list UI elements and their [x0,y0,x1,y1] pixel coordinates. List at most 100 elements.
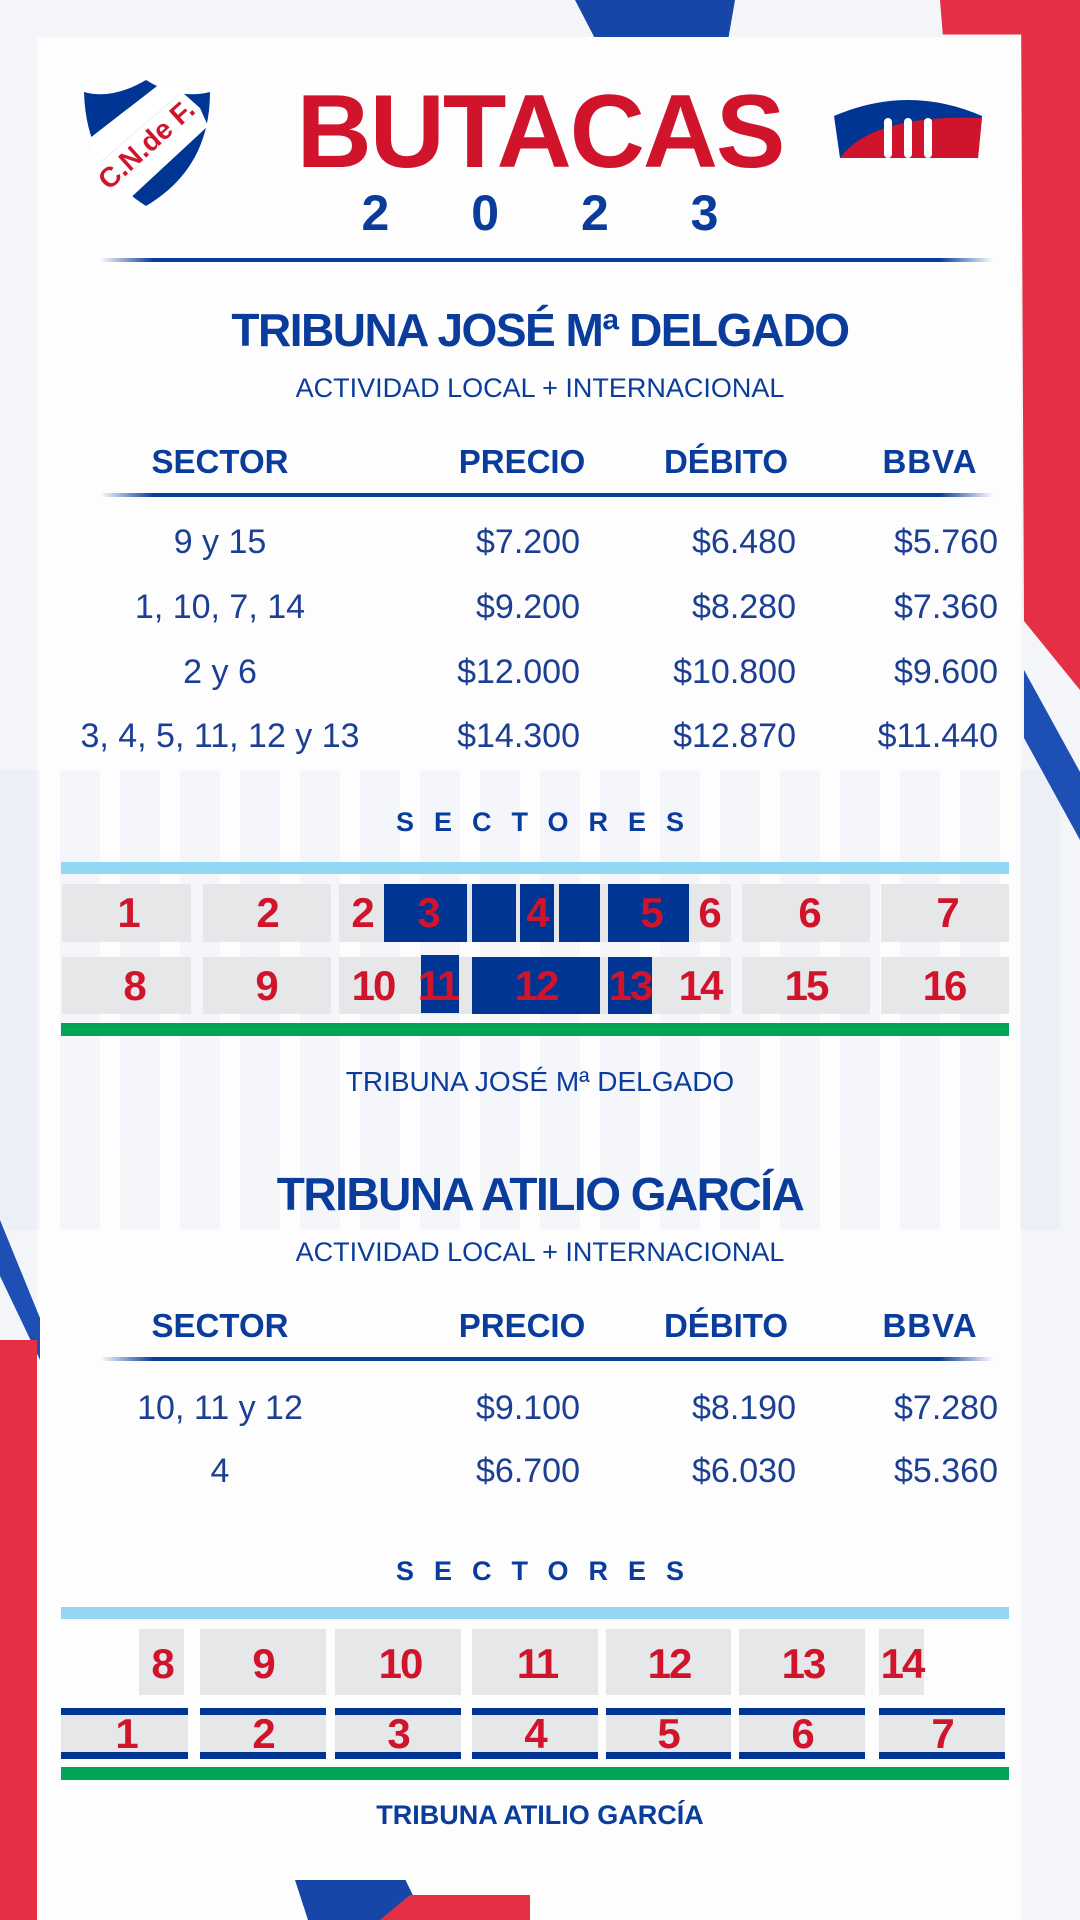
sector-number: 14 [678,962,724,1009]
cell-sector: 2 y 6 [183,653,257,691]
map-caption-garcia: TRIBUNA ATILIO GARCÍA [376,1800,704,1830]
premium-block [608,957,652,1014]
sector-block [335,1708,461,1759]
sector-number: 1 [115,1710,138,1757]
cell-precio: $7.200 [476,523,580,561]
cell-precio: $12.000 [457,653,580,691]
sector-block [62,884,191,942]
divider [100,258,993,262]
sector-number: 5 [640,889,663,936]
cell-debito: $10.800 [673,653,796,691]
sector-number: 9 [252,1640,275,1687]
table-divider [100,493,993,497]
col-header-sector: SECTOR [151,443,289,480]
cell-bbva: $9.600 [894,653,998,691]
page-year: 2 0 2 3 [361,185,753,241]
premium-block [608,884,689,942]
col-header-sector: SECTOR [151,1307,289,1344]
sector-block [472,1629,598,1695]
cell-sector: 10, 11 y 12 [137,1389,303,1427]
section-subtitle-garcia: ACTIVIDAD LOCAL + INTERNACIONAL [295,1237,785,1267]
sector-block [739,1629,865,1695]
sector-block [742,957,870,1014]
cell-debito: $6.030 [692,1452,796,1490]
sector-number: 1 [117,889,140,936]
section-title-delgado: TRIBUNA JOSÉ Mª DELGADO [231,304,850,356]
cell-sector: 1, 10, 7, 14 [134,588,306,626]
cell-sector: 4 [210,1452,230,1490]
sector-block [606,1629,731,1695]
sector-number: 6 [791,1710,814,1757]
cell-debito: $8.190 [692,1389,796,1427]
field-edge-bar [61,1607,1009,1619]
map-caption-delgado: TRIBUNA JOSÉ Mª DELGADO [345,1066,735,1097]
sector-block [200,1629,326,1695]
sector-block [739,1708,865,1759]
sector-number: 7 [936,889,959,936]
decor-blue-stripe [575,0,735,37]
sector-number: 10 [351,962,397,1009]
sector-number: 3 [417,889,440,936]
cell-bbva: $5.360 [894,1452,998,1490]
sector-number: 2 [252,1710,275,1757]
section-subtitle-delgado: ACTIVIDAD LOCAL + INTERNACIONAL [295,373,785,403]
sector-number: 15 [784,962,830,1009]
cell-sector: 9 y 15 [173,523,267,561]
decor-red-stripe-left [0,1340,37,1920]
cell-debito: $12.870 [673,717,796,755]
premium-block [384,884,467,942]
sectors-heading: SECTORES [395,807,705,837]
sector-block [606,1708,731,1759]
sector-block [881,884,1009,942]
cell-bbva: $11.440 [877,717,998,755]
sector-block [742,884,870,942]
sector-block [879,1708,1005,1759]
page-title: BUTACAS [296,74,786,190]
sector-block [879,1629,924,1695]
cell-bbva: $5.760 [894,523,998,561]
field-edge-bar [61,862,1009,874]
sector-block [203,884,331,942]
cell-debito: $6.480 [692,523,796,561]
cell-debito: $8.280 [692,588,796,626]
sector-number: 12 [647,1640,693,1687]
sector-number: 14 [880,1640,926,1687]
cell-bbva: $7.280 [894,1389,998,1427]
sectors-heading: SECTORES [395,1556,705,1586]
sector-block [139,1629,184,1695]
sector-number: 12 [514,962,560,1009]
sector-number: 4 [524,1710,547,1757]
col-header-bbva: BBVA [882,443,978,480]
sector-number: 6 [798,889,821,936]
sector-number: 2 [256,889,279,936]
sector-number: 10 [378,1640,424,1687]
sector-number: 8 [123,962,146,1009]
col-header-debito: DÉBITO [663,1307,789,1344]
col-header-precio: PRECIO [458,1307,586,1344]
cell-precio: $14.300 [457,717,580,755]
sector-number: 5 [657,1710,680,1757]
premium-block [472,884,516,942]
sector-block [472,1708,598,1759]
sector-number: 7 [931,1710,954,1757]
premium-block [559,884,600,942]
table-divider [100,1357,993,1361]
col-header-precio: PRECIO [458,443,586,480]
sector-number: 2 [351,889,374,936]
premium-block [520,884,554,942]
sector-number: 9 [255,962,278,1009]
club-shield-logo: C.N.de F. [84,78,210,206]
sector-block [62,957,191,1014]
sector-block [200,1708,326,1759]
cell-precio: $9.200 [476,588,580,626]
sector-number: 16 [922,962,968,1009]
premium-block [472,957,600,1014]
sector-block [203,957,331,1014]
col-header-bbva: BBVA [882,1307,978,1344]
sector-number: 13 [781,1640,827,1687]
sector-number: 3 [387,1710,410,1757]
sector-number: 13 [608,962,654,1009]
sector-block [881,957,1009,1014]
sector-number: 11 [417,962,460,1009]
sector-number: 4 [526,889,549,936]
